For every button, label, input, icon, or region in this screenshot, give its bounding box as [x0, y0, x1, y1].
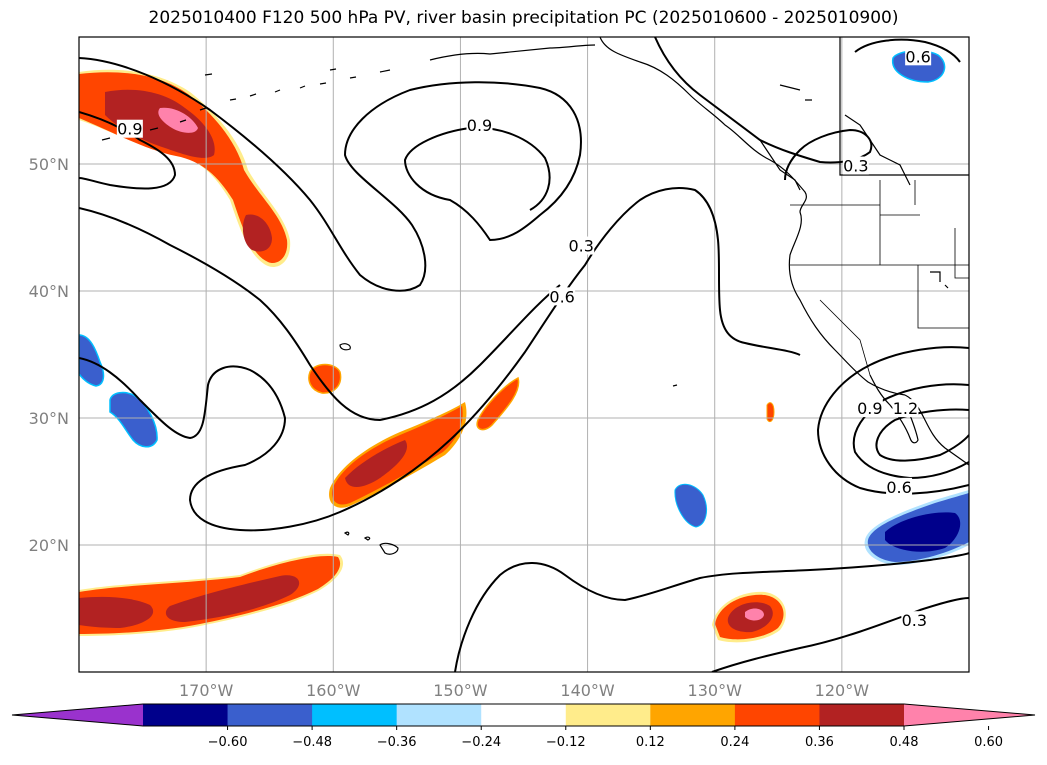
- lon-label: 160°W: [306, 681, 361, 700]
- colorbar-tick-label: 0.48: [890, 735, 919, 750]
- positive-anomaly-central: [329, 376, 520, 508]
- colorbar-tick-label: 0.12: [636, 735, 665, 750]
- negative-anomaly-central: [674, 483, 707, 528]
- colorbar-tick-label: −0.36: [377, 735, 417, 750]
- contour-label: 0.3: [568, 236, 595, 256]
- colorbar-tick-label: −0.48: [292, 735, 332, 750]
- colorbar-tick-label: −0.60: [208, 735, 248, 750]
- contour-label: 0.3: [842, 156, 869, 176]
- colorbar-tick-label: 0.60: [974, 735, 1003, 750]
- contour-label: 0.3: [901, 611, 928, 630]
- map-frame: [78, 36, 970, 673]
- contour-label-text: 0.3: [568, 237, 593, 256]
- positive-anomaly-small: [308, 363, 342, 394]
- contour-0.9-southeast: [852, 383, 969, 480]
- colorbar-segment: [312, 704, 398, 726]
- contour-0.3-main: [654, 37, 873, 181]
- latitude-labels: 50°N 40°N 30°N 20°N: [29, 155, 69, 555]
- colorbar-segment: [227, 704, 313, 726]
- contour-0.6-main: [79, 187, 801, 532]
- contour-labels: 0.9 0.9 0.6 0.3 0.6 0.3 0.9 1.2 0.6 0.3: [116, 47, 932, 630]
- colorbar-segment: [565, 704, 651, 726]
- contour-label-bg: [842, 156, 869, 175]
- contour-label-bg: [901, 611, 928, 630]
- lon-label: 130°W: [688, 681, 743, 700]
- lat-label: 20°N: [29, 536, 69, 555]
- contour-0.9-north: [79, 57, 582, 292]
- colorbar-segment: [396, 704, 482, 726]
- lat-label: 30°N: [29, 409, 69, 428]
- contour-label-bg: [856, 399, 883, 418]
- lat-label: 40°N: [29, 282, 69, 301]
- contour-0.3-south: [454, 552, 969, 672]
- contour-label-bg: [116, 119, 143, 138]
- contour-label: 0.6: [549, 287, 576, 306]
- contour-label-text: 0.6: [549, 287, 574, 306]
- contour-0.6-north-east: [854, 38, 961, 63]
- contour-label: 0.9: [856, 399, 883, 418]
- positive-anomaly-dot: [766, 402, 775, 423]
- contour-label-text: 0.6: [886, 478, 911, 497]
- colorbar-segment: [143, 704, 229, 726]
- lon-label: 120°W: [815, 681, 870, 700]
- lat-label: 50°N: [29, 155, 69, 174]
- contour-label-text: 0.9: [117, 120, 142, 139]
- lon-label: 150°W: [433, 681, 488, 700]
- contour-label: 1.2: [892, 399, 919, 418]
- contour-label-bg: [892, 399, 919, 418]
- contour-label-bg: [905, 47, 932, 66]
- coastlines: [101, 37, 969, 555]
- colorbar-tick-label: 0.24: [720, 735, 749, 750]
- contour-label: 0.6: [905, 47, 932, 66]
- contour-label: 0.9: [466, 115, 493, 135]
- lon-label: 170°W: [179, 681, 234, 700]
- colorbar-segment: [481, 704, 567, 726]
- colorbar-tick-label: 0.36: [805, 735, 834, 750]
- colorbar-tick-label: −0.24: [461, 735, 501, 750]
- positive-anomaly-southeast: [712, 591, 786, 643]
- colorbar-segment: [734, 704, 820, 726]
- contour-label-bg: [886, 477, 913, 496]
- contour-1.2-southeast: [875, 408, 969, 462]
- colorbar-segment: [819, 704, 905, 726]
- contour-label-bg: [549, 287, 576, 306]
- contour-label-text: 0.3: [902, 611, 927, 630]
- negative-anomaly-west: [79, 334, 158, 448]
- negative-anomaly-southeast: [864, 490, 969, 565]
- positive-anomaly-south: [79, 553, 344, 636]
- contour-label-text: 0.3: [843, 157, 868, 176]
- contour-label-text: 0.6: [905, 47, 930, 66]
- contour-label: 0.6: [886, 477, 913, 497]
- colorbar: −0.60 −0.48 −0.36 −0.24 −0.12 0.12 0.24 0.36 0.4…: [11, 703, 1036, 750]
- colorbar-extend-min: [12, 704, 143, 726]
- contour-label-text: 0.9: [857, 399, 882, 418]
- contour-label-text: 1.2: [893, 399, 918, 418]
- colorbar-tick-label: −0.12: [546, 735, 586, 750]
- contour-label-text: 0.9: [467, 116, 492, 135]
- contour-label-bg: [466, 115, 493, 134]
- contour-0.3-southeast: [711, 597, 969, 672]
- colorbar-segment: [650, 704, 736, 726]
- lon-label: 140°W: [560, 681, 615, 700]
- contour-label-bg: [568, 236, 595, 255]
- colorbar-outline: [11, 703, 1036, 727]
- colorbar-extend-max: [904, 704, 1035, 726]
- longitude-labels: 170°W 160°W 150°W 140°W 130°W 120°W: [179, 681, 869, 700]
- positive-anomaly-northwest: [79, 69, 291, 267]
- contour-0.6-northwest: [79, 207, 561, 422]
- map-title: 2025010400 F120 500 hPa PV, river basin …: [148, 8, 899, 28]
- contour-label: 0.9: [116, 119, 143, 139]
